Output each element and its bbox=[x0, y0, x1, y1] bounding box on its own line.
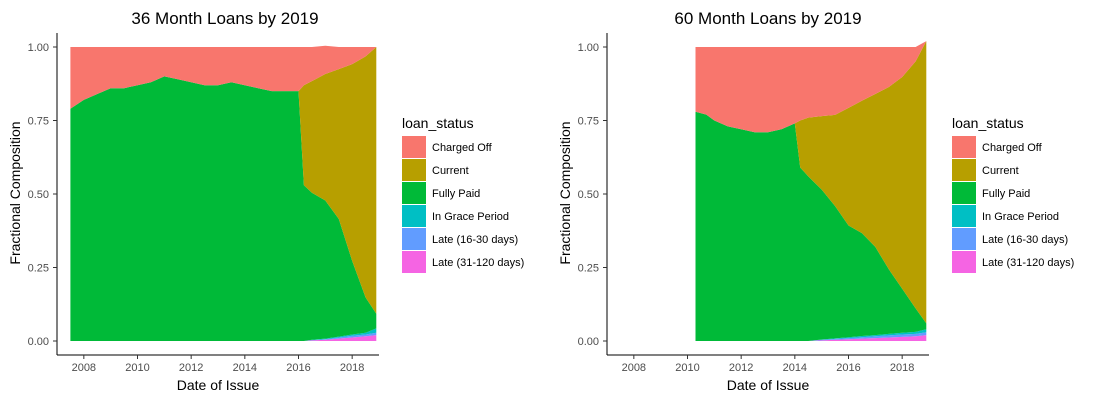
legend-swatch bbox=[952, 182, 976, 204]
x-tick-label: 2018 bbox=[890, 362, 914, 374]
legend-swatch bbox=[952, 251, 976, 273]
chart-title: 60 Month Loans by 2019 bbox=[674, 9, 861, 28]
panel-60-month: 60 Month Loans by 2019 2008 2010 2012 2014 2… bbox=[557, 9, 1074, 393]
chart-title: 36 Month Loans by 2019 bbox=[131, 9, 318, 28]
legend-title: loan_status bbox=[402, 115, 474, 131]
x-tick-label: 2012 bbox=[729, 362, 753, 374]
legend-swatch bbox=[952, 205, 976, 227]
legend-label: In Grace Period bbox=[982, 211, 1059, 223]
legend-label: Late (31-120 days) bbox=[432, 257, 524, 269]
panel-36-month: 36 Month Loans by 2019 2008 2010 2012 2014 2… bbox=[7, 9, 524, 393]
legend-label: In Grace Period bbox=[432, 211, 509, 223]
x-tick-label: 2008 bbox=[622, 362, 646, 374]
area-in-grace-period bbox=[695, 329, 927, 341]
legend-swatch bbox=[402, 136, 426, 158]
legend-label: Fully Paid bbox=[982, 188, 1030, 200]
legend-label: Current bbox=[432, 165, 469, 177]
area-current bbox=[695, 41, 927, 324]
y-tick-label: 0.50 bbox=[578, 189, 599, 201]
area-late-31-120-days bbox=[70, 335, 377, 341]
y-axis-title: Fractional Composition bbox=[7, 121, 23, 264]
area-current bbox=[70, 47, 377, 314]
legend-title: loan_status bbox=[952, 115, 1024, 131]
x-tick-label: 2008 bbox=[72, 362, 96, 374]
x-tick-label: 2016 bbox=[286, 362, 310, 374]
area-charged-off bbox=[70, 45, 377, 109]
y-tick-label: 0.00 bbox=[28, 336, 49, 348]
legend-label: Late (31-120 days) bbox=[982, 257, 1074, 269]
x-tick-label: 2014 bbox=[233, 362, 257, 374]
axes: 2008 2010 2012 2014 2016 2018 0.00 0.25 0.50 0.75… bbox=[578, 33, 929, 374]
x-axis-title: Date of Issue bbox=[727, 377, 810, 393]
y-tick-label: 0.75 bbox=[578, 116, 599, 128]
x-tick-label: 2010 bbox=[125, 362, 149, 374]
legend: loan_status Charged Off Current Fully Paid… bbox=[952, 115, 1074, 273]
x-tick-label: 2014 bbox=[783, 362, 807, 374]
legend-label: Charged Off bbox=[982, 142, 1043, 154]
y-tick-label: 0.75 bbox=[28, 116, 49, 128]
legend-swatch bbox=[402, 159, 426, 181]
x-tick-label: 2012 bbox=[179, 362, 203, 374]
legend-label: Fully Paid bbox=[432, 188, 480, 200]
x-tick-label: 2010 bbox=[675, 362, 699, 374]
legend-swatch bbox=[952, 136, 976, 158]
x-axis-title: Date of Issue bbox=[177, 377, 260, 393]
area-late-16-30-days bbox=[695, 332, 927, 341]
legend-label: Charged Off bbox=[432, 142, 493, 154]
x-tick-label: 2018 bbox=[340, 362, 364, 374]
area-fully-paid bbox=[695, 111, 927, 341]
x-tick-label: 2016 bbox=[836, 362, 860, 374]
legend-swatch bbox=[402, 251, 426, 273]
legend-label: Late (16-30 days) bbox=[982, 234, 1068, 246]
axes: 2008 2010 2012 2014 2016 2018 0.00 0.25 0.50 0.75… bbox=[28, 33, 379, 374]
legend-swatch bbox=[402, 228, 426, 250]
y-tick-label: 0.50 bbox=[28, 189, 49, 201]
stacked-areas bbox=[70, 45, 377, 342]
y-tick-label: 1.00 bbox=[28, 42, 49, 54]
y-tick-label: 0.25 bbox=[578, 263, 599, 275]
legend-swatch bbox=[952, 228, 976, 250]
y-tick-label: 1.00 bbox=[578, 42, 599, 54]
legend-swatch bbox=[402, 205, 426, 227]
area-fully-paid bbox=[70, 76, 377, 342]
legend-label: Current bbox=[982, 165, 1019, 177]
area-charged-off bbox=[695, 41, 927, 133]
legend-swatch bbox=[952, 159, 976, 181]
y-axis-title: Fractional Composition bbox=[557, 121, 573, 264]
y-tick-label: 0.25 bbox=[28, 263, 49, 275]
stacked-areas bbox=[695, 41, 927, 341]
y-tick-label: 0.00 bbox=[578, 336, 599, 348]
legend: loan_status Charged Off Current Fully Paid… bbox=[402, 115, 524, 273]
area-late-31-120-days bbox=[695, 335, 927, 341]
legend-swatch bbox=[402, 182, 426, 204]
legend-label: Late (16-30 days) bbox=[432, 234, 518, 246]
